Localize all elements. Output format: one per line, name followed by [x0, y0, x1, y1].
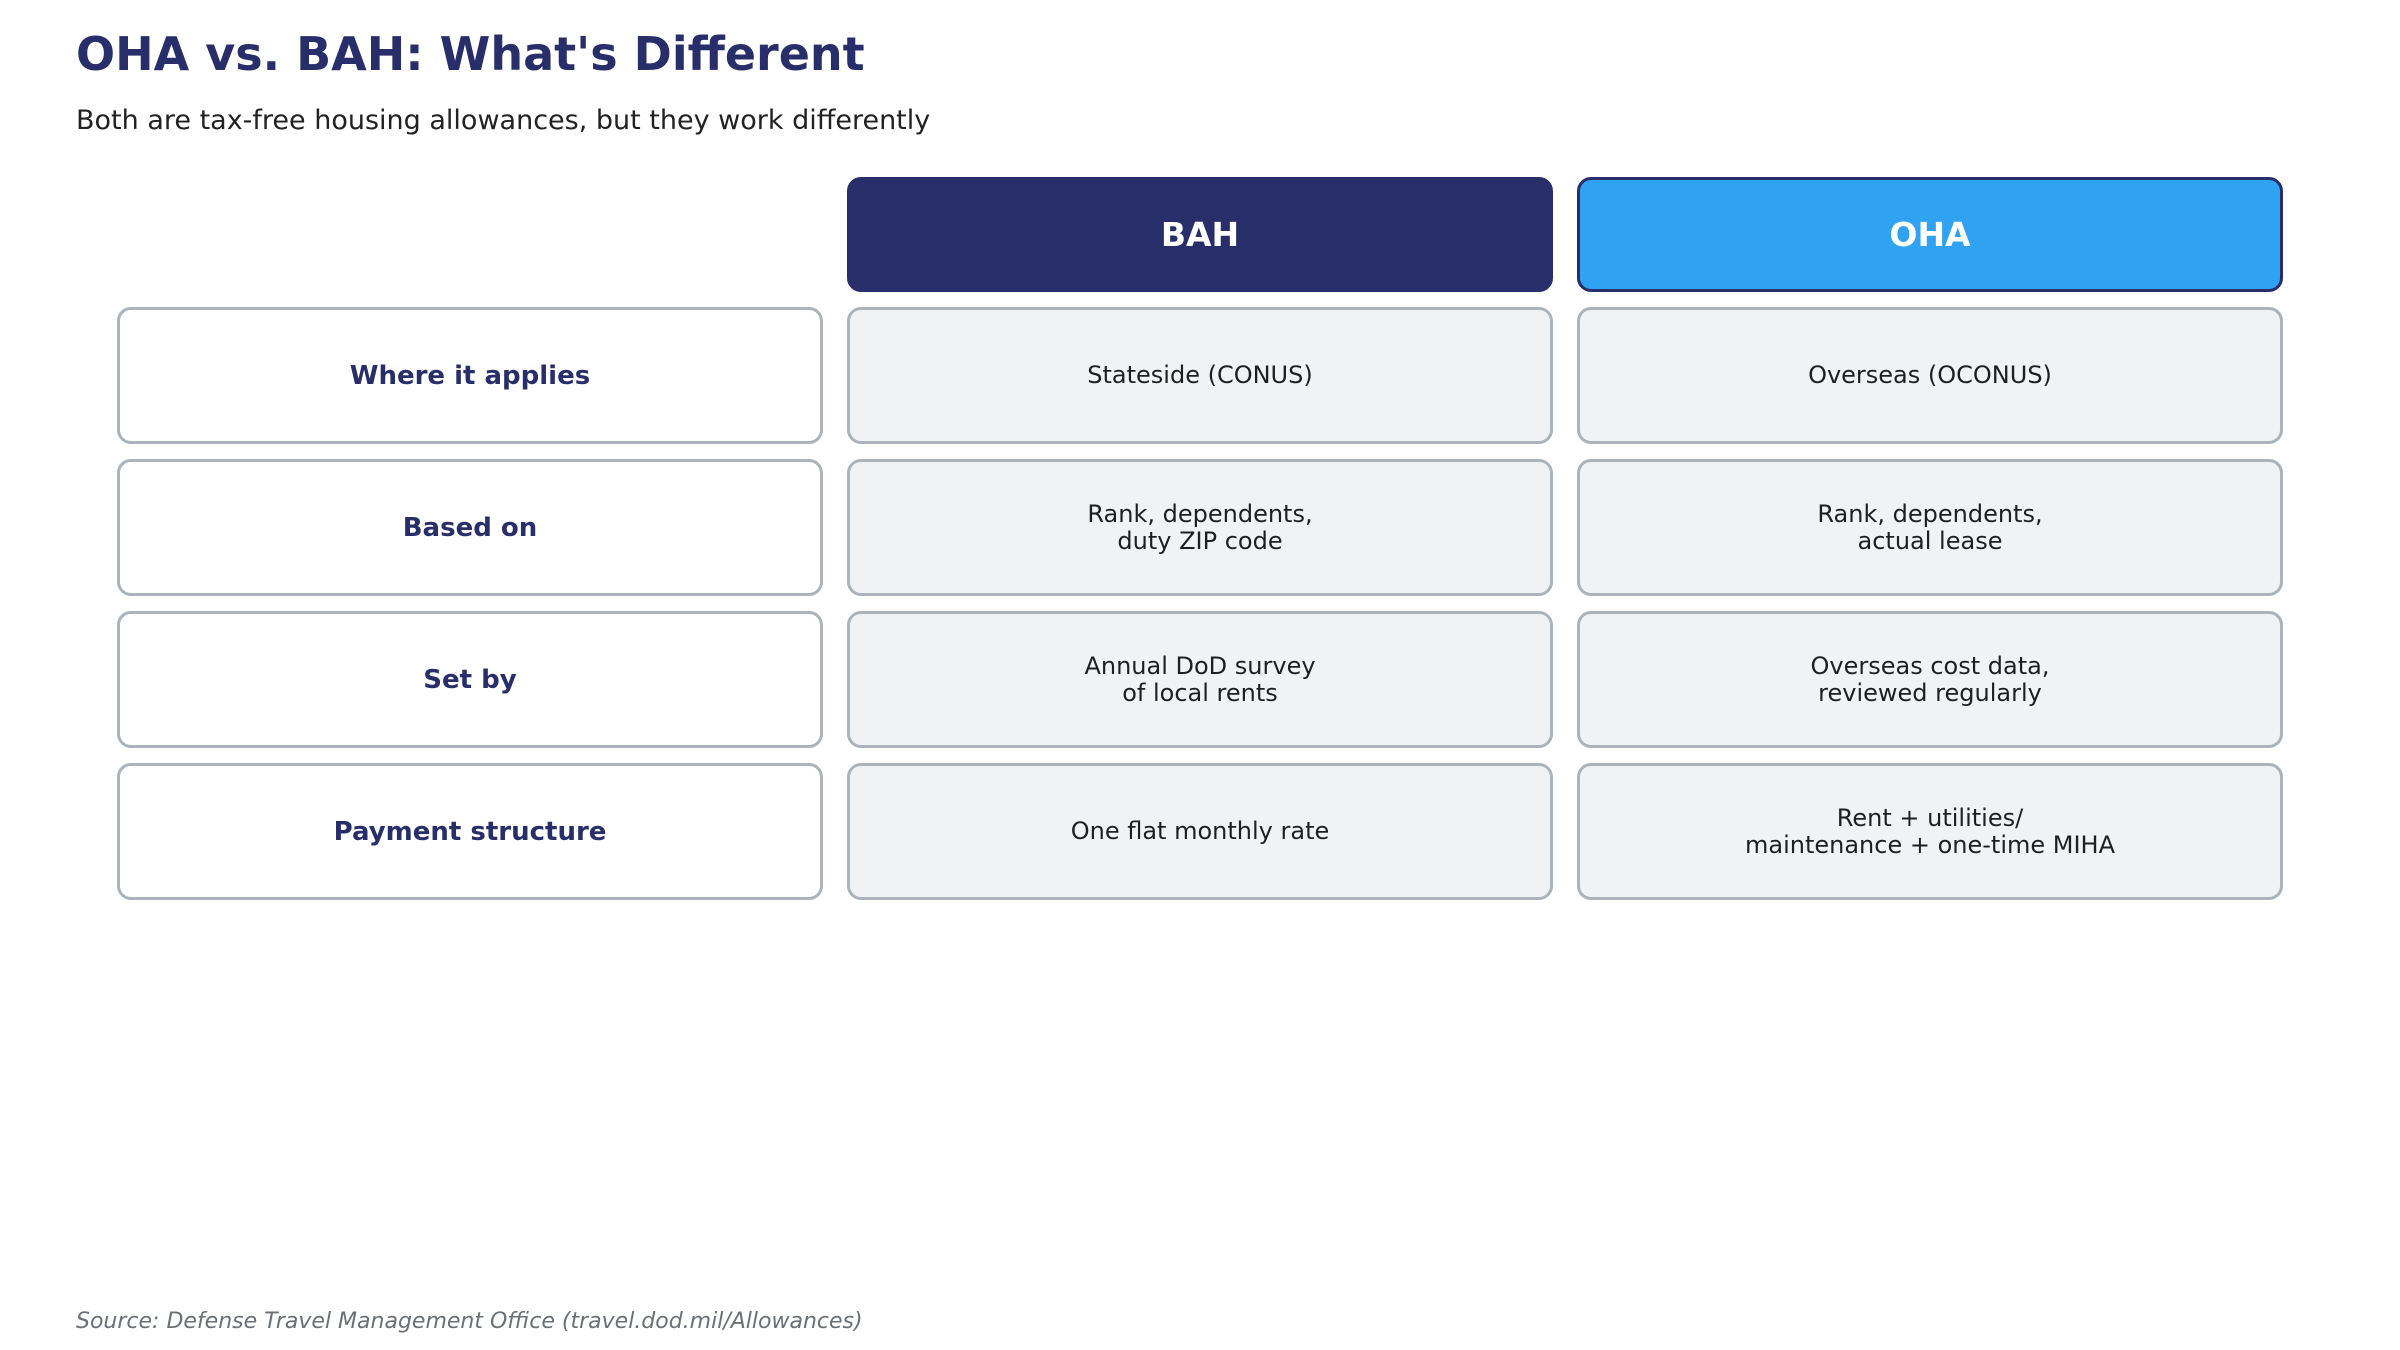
cell-bah-set-by: Annual DoD survey of local rents: [847, 611, 1553, 748]
row-header-where-it-applies: Where it applies: [117, 307, 823, 444]
column-header-bah: BAH: [847, 177, 1553, 292]
cell-bah-where-it-applies: Stateside (CONUS): [847, 307, 1553, 444]
cell-oha-payment-structure: Rent + utilities/ maintenance + one-time…: [1577, 763, 2283, 900]
table-corner: [117, 177, 823, 292]
cell-oha-set-by: Overseas cost data, reviewed regularly: [1577, 611, 2283, 748]
comparison-table: BAH OHA Where it applies Stateside (CONU…: [117, 177, 2283, 900]
row-header-set-by: Set by: [117, 611, 823, 748]
cell-bah-based-on: Rank, dependents, duty ZIP code: [847, 459, 1553, 596]
row-header-based-on: Based on: [117, 459, 823, 596]
column-header-oha: OHA: [1577, 177, 2283, 292]
page-title: OHA vs. BAH: What's Different: [76, 27, 865, 81]
page-subtitle: Both are tax-free housing allowances, bu…: [76, 105, 931, 136]
row-header-payment-structure: Payment structure: [117, 763, 823, 900]
cell-oha-based-on: Rank, dependents, actual lease: [1577, 459, 2283, 596]
cell-oha-where-it-applies: Overseas (OCONUS): [1577, 307, 2283, 444]
cell-bah-payment-structure: One flat monthly rate: [847, 763, 1553, 900]
source-note: Source: Defense Travel Management Office…: [76, 1309, 863, 1334]
